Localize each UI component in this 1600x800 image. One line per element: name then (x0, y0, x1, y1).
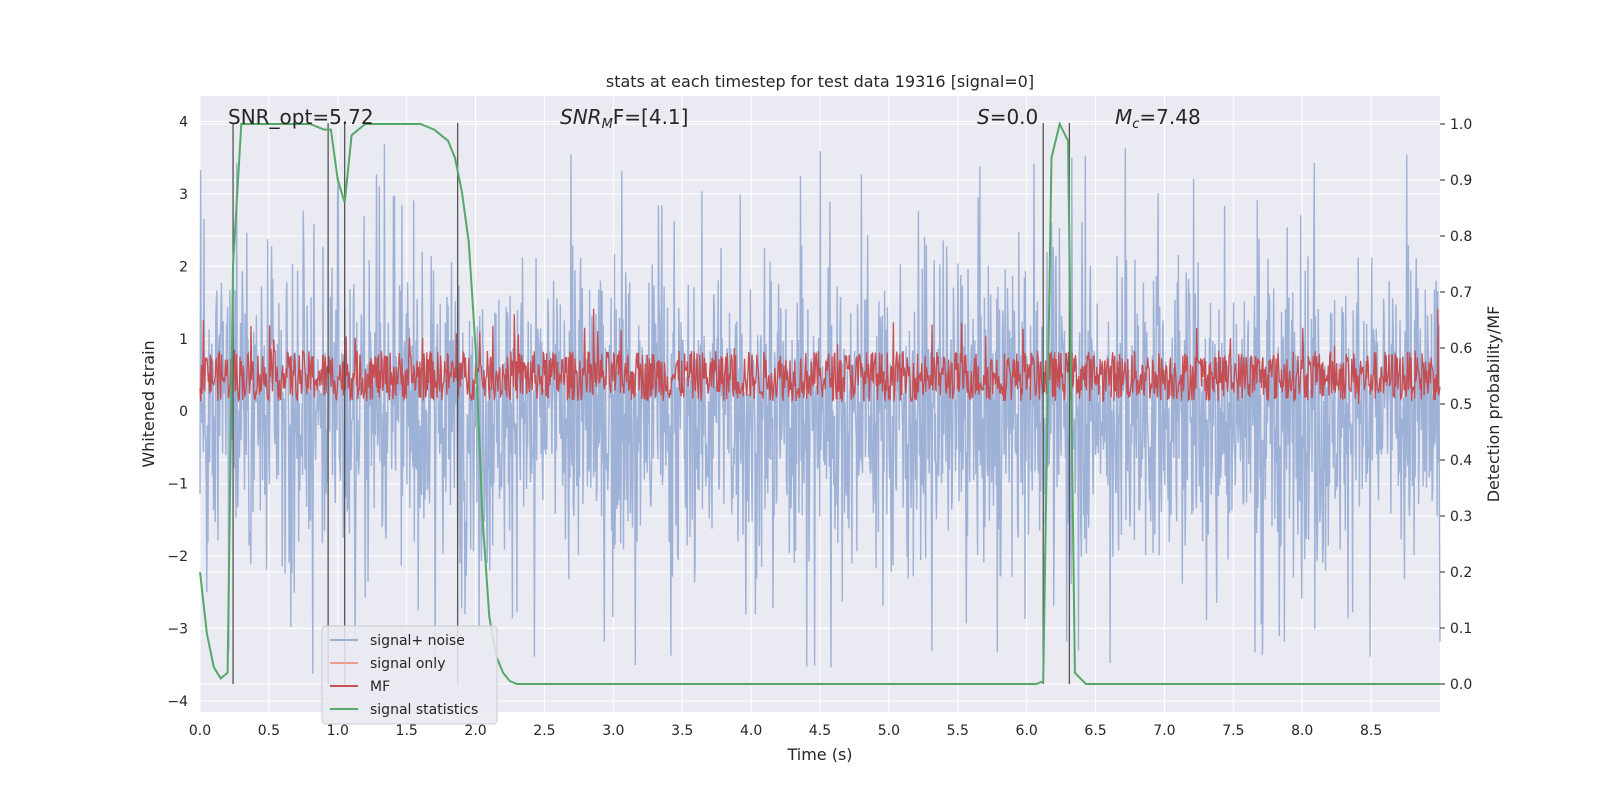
y-left-tick-label: 3 (179, 187, 188, 203)
y-left-tick-label: 4 (179, 114, 188, 130)
y-left-tick-label: −4 (167, 694, 188, 710)
x-tick-label: 5.5 (947, 723, 969, 739)
x-tick-label: 2.5 (533, 723, 555, 739)
s-annotation: S=0.0 (977, 105, 1038, 129)
snr-opt-annotation: SNR_opt=5.72 (228, 105, 374, 129)
x-tick-label: 3.5 (671, 723, 693, 739)
x-tick-label: 4.5 (809, 723, 831, 739)
y-left-tick-label: 1 (179, 332, 188, 348)
x-tick-label: 0.0 (189, 723, 211, 739)
y-right-tick-label: 0.6 (1450, 341, 1472, 357)
x-tick-label: 2.0 (464, 723, 486, 739)
chart-title: stats at each timestep for test data 193… (606, 72, 1034, 91)
y-left-tick-label: −3 (167, 622, 188, 638)
y-left-tick-label: −1 (167, 477, 188, 493)
legend-label-signal-only: signal only (370, 656, 445, 672)
legend-label-mf: MF (370, 679, 390, 695)
x-tick-label: 0.5 (258, 723, 280, 739)
x-tick-label: 8.0 (1291, 723, 1313, 739)
y-right-axis-label: Detection probability/MF (1484, 306, 1503, 503)
y-left-ticks: 4 3 2 1 0 −1 −2 −3 −4 (167, 114, 188, 710)
y-right-tick-label: 0.7 (1450, 285, 1472, 301)
legend-label-noise: signal+ noise (370, 633, 465, 649)
x-tick-label: 1.5 (396, 723, 418, 739)
x-tick-label: 7.5 (1222, 723, 1244, 739)
y-right-tick-label: 0.3 (1450, 509, 1472, 525)
legend-label-statistics: signal statistics (370, 702, 478, 718)
y-right-tick-label: 0.1 (1450, 621, 1472, 637)
y-right-tick-label: 0.2 (1450, 565, 1472, 581)
statistics-line (199, 121, 1440, 685)
x-tick-label: 3.0 (602, 723, 624, 739)
x-tick-label: 8.5 (1360, 723, 1382, 739)
y-left-tick-label: −2 (167, 549, 188, 565)
x-tick-label: 7.0 (1153, 723, 1175, 739)
y-right-ticks: 1.0 0.9 0.8 0.7 0.6 0.5 0.4 0.3 0.2 0.1 0.0 (1440, 117, 1472, 693)
x-tick-label: 1.0 (327, 723, 349, 739)
x-tick-label: 6.5 (1084, 723, 1106, 739)
x-axis-ticks: 0.0 0.5 1.0 1.5 2.0 2.5 3.0 3.5 4.0 4.5 5.0 5.5 6.0 6… (189, 723, 1382, 739)
noise-line (199, 144, 1441, 674)
mf-series (199, 308, 1441, 404)
y-right-tick-label: 0.0 (1450, 677, 1472, 693)
x-axis-label: Time (s) (786, 745, 852, 764)
statistics-series (199, 121, 1440, 685)
y-right-tick-label: 0.9 (1450, 173, 1472, 189)
noise-series (199, 144, 1441, 674)
mf-line (199, 308, 1441, 404)
y-left-axis-label: Whitened strain (139, 340, 158, 467)
y-right-tick-label: 0.4 (1450, 453, 1472, 469)
legend: signal+ noise signal only MF signal stat… (321, 625, 498, 725)
y-right-tick-label: 0.8 (1450, 229, 1472, 245)
legend-box (321, 625, 498, 725)
mc-annotation: Mc=7.48 (1115, 105, 1201, 132)
x-tick-label: 4.0 (740, 723, 762, 739)
x-tick-label: 5.0 (878, 723, 900, 739)
snr-mf-annotation: SNRMF=[4.1] (560, 105, 688, 132)
x-tick-label: 6.0 (1016, 723, 1038, 739)
y-left-tick-label: 0 (179, 404, 188, 420)
y-left-tick-label: 2 (179, 259, 188, 275)
y-right-tick-label: 0.5 (1450, 397, 1472, 413)
y-right-tick-label: 1.0 (1450, 117, 1472, 133)
